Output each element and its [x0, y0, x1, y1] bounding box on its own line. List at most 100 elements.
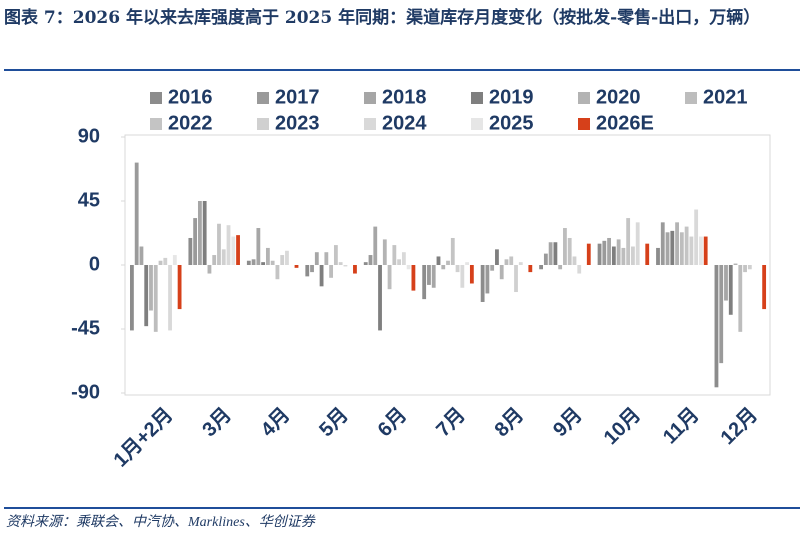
- bar: [616, 239, 621, 265]
- legend-swatch: [364, 92, 376, 104]
- bar: [455, 265, 460, 273]
- bar: [368, 255, 373, 265]
- bar: [621, 247, 626, 265]
- bar: [665, 232, 670, 265]
- bar: [747, 265, 752, 270]
- bar: [305, 265, 310, 277]
- legend-swatch: [471, 92, 483, 104]
- bar: [679, 232, 684, 265]
- chart-title: 图表 7：2026 年以来去库强度高于 2025 年同期：渠道库存月度变化（按批…: [4, 8, 761, 28]
- bar: [694, 209, 699, 265]
- bar: [446, 260, 450, 265]
- x-tick-label: 11月: [659, 404, 704, 449]
- legend-label: 2026E: [596, 112, 654, 134]
- bar: [226, 225, 231, 265]
- x-tick-label: 9月: [549, 404, 587, 442]
- bar: [689, 236, 694, 265]
- bar: [509, 256, 514, 265]
- bar: [684, 226, 689, 265]
- y-tick-label: 0: [89, 253, 100, 275]
- y-tick-label: 45: [78, 189, 100, 211]
- bar: [762, 265, 767, 310]
- bar: [373, 226, 378, 265]
- source: 资料来源：乘联会、中汽协、Marklines、华创证券: [6, 514, 316, 530]
- legend-label: 2018: [382, 86, 427, 108]
- bar: [378, 265, 382, 331]
- legend-label: 2016: [168, 86, 213, 108]
- bar: [329, 265, 334, 278]
- bar: [406, 265, 411, 270]
- legend-label: 2024: [382, 112, 427, 134]
- bar: [217, 223, 221, 265]
- bar: [392, 245, 397, 265]
- bar: [660, 222, 665, 265]
- legend-label: 2023: [275, 112, 320, 134]
- legend-swatch: [685, 92, 697, 104]
- bar: [670, 230, 675, 265]
- bar: [231, 236, 236, 265]
- bar: [280, 255, 285, 265]
- x-tick-label: 8月: [491, 404, 529, 442]
- legend-swatch: [257, 92, 269, 104]
- bar: [480, 265, 485, 302]
- bar: [401, 252, 406, 265]
- bar: [441, 265, 446, 270]
- bar: [144, 265, 149, 327]
- bar: [586, 243, 591, 265]
- bar: [382, 239, 387, 265]
- legend-swatch: [150, 118, 162, 130]
- bar: [363, 262, 368, 265]
- bar: [188, 237, 193, 265]
- bar: [130, 265, 134, 331]
- y-tick-label: 90: [78, 125, 100, 147]
- bar: [153, 265, 158, 332]
- title-box: 图表 7：2026 年以来去库强度高于 2025 年同期：渠道库存月度变化（按批…: [4, 8, 761, 28]
- bar: [275, 265, 280, 280]
- bar: [563, 228, 567, 265]
- bar: [743, 265, 747, 273]
- bar: [450, 237, 455, 265]
- bar: [611, 246, 616, 265]
- bar: [193, 218, 198, 265]
- bar: [499, 265, 504, 280]
- bar: [675, 222, 679, 265]
- x-tick-label: 5月: [315, 404, 353, 442]
- bar: [703, 236, 708, 265]
- x-tick-label: 10月: [600, 404, 645, 449]
- legend-swatch: [471, 118, 483, 130]
- bar: [514, 265, 518, 293]
- bar: [553, 242, 558, 265]
- legend-swatch: [578, 92, 590, 104]
- bar: [528, 265, 533, 273]
- bar: [436, 256, 441, 265]
- legend-label: 2020: [596, 86, 641, 108]
- bar: [699, 236, 703, 265]
- bar: [333, 245, 338, 265]
- y-tick-label: -90: [71, 381, 100, 403]
- bar: [539, 265, 543, 270]
- bar: [149, 265, 153, 311]
- bar: [719, 265, 724, 364]
- bar: [738, 265, 743, 332]
- bar: [567, 237, 572, 265]
- bar: [207, 265, 212, 274]
- x-tick-label: 7月: [432, 404, 470, 442]
- bar: [572, 256, 577, 265]
- bar: [607, 237, 611, 265]
- bar: [645, 243, 650, 265]
- bar: [733, 263, 738, 265]
- bar: [212, 255, 217, 265]
- bar: [285, 250, 289, 265]
- bar: [548, 242, 553, 265]
- legend-label: 2025: [489, 112, 534, 134]
- bar: [314, 252, 319, 265]
- bar: [631, 246, 635, 265]
- bar: [724, 265, 728, 301]
- bar: [251, 259, 256, 265]
- bar: [168, 265, 172, 331]
- bar: [158, 260, 163, 265]
- bar: [635, 222, 640, 265]
- x-tick-label: 1月+2月: [110, 404, 178, 472]
- y-tick-label: -45: [71, 317, 100, 339]
